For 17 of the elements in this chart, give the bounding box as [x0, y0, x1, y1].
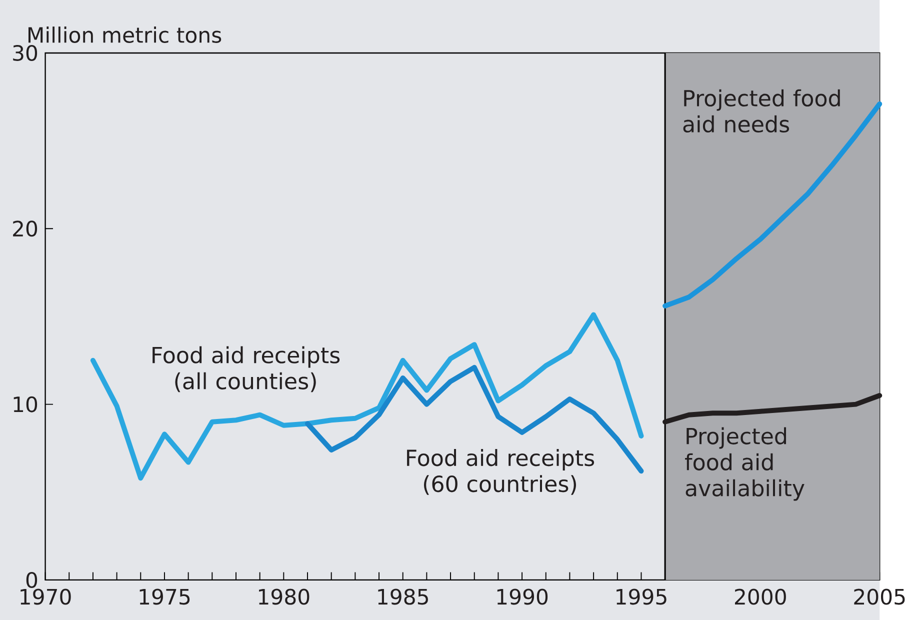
- x-tick-label: 1995: [616, 588, 666, 605]
- series-label: Projected food aid availability: [685, 427, 804, 501]
- x-tick-label: 2005: [854, 588, 905, 605]
- series-label: Food aid receipts (60 countries): [407, 448, 594, 495]
- series-label: Food aid receipts (all counties): [152, 346, 340, 392]
- x-tick-label: 1970: [20, 588, 71, 605]
- x-tick-label: 1985: [378, 588, 428, 605]
- y-axis-title: Million metric tons: [28, 26, 222, 43]
- y-tick-label: 20: [13, 220, 38, 236]
- y-tick-label: 10: [14, 396, 38, 412]
- x-tick-label: 1990: [497, 588, 548, 605]
- x-tick-label: 1975: [140, 588, 190, 605]
- y-tick-label: 0: [26, 572, 38, 588]
- y-tick-label: 30: [13, 44, 38, 61]
- x-tick-label: 1980: [259, 588, 310, 605]
- x-tick-label: 2000: [734, 588, 786, 605]
- series-label: Projected food aid needs: [683, 89, 840, 132]
